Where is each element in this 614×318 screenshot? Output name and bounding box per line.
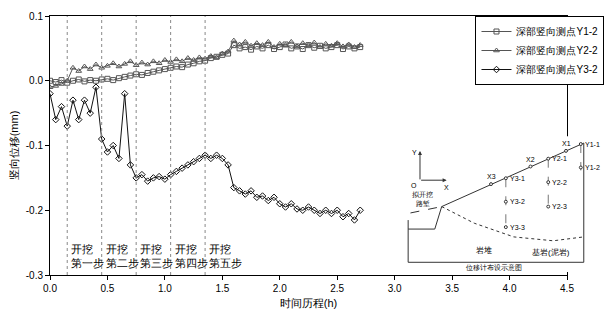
svg-text:1.0: 1.0 xyxy=(158,283,172,294)
svg-text:Y2-2: Y2-2 xyxy=(552,179,567,186)
svg-text:0.0: 0.0 xyxy=(43,283,57,294)
svg-text:Y2-1: Y2-1 xyxy=(552,155,567,162)
svg-text:Y1-2: Y1-2 xyxy=(585,164,600,171)
svg-text:X1: X1 xyxy=(562,140,571,147)
svg-text:开挖第三步: 开挖第三步 xyxy=(140,243,173,269)
svg-text:Y3-1: Y3-1 xyxy=(510,175,525,182)
svg-text:-0.3: -0.3 xyxy=(26,270,44,281)
svg-text:0.0: 0.0 xyxy=(29,75,43,86)
svg-text:位移计布设示意图: 位移计布设示意图 xyxy=(466,264,522,271)
svg-text:岩堆: 岩堆 xyxy=(476,246,492,255)
svg-text:开挖第四步: 开挖第四步 xyxy=(175,243,208,269)
svg-text:Y1-1: Y1-1 xyxy=(585,141,600,148)
svg-text:X3: X3 xyxy=(487,173,496,180)
svg-text:2.0: 2.0 xyxy=(273,283,287,294)
svg-text:0.1: 0.1 xyxy=(29,11,43,22)
svg-text:拟开挖路堑: 拟开挖路堑 xyxy=(412,191,433,207)
svg-text:X2: X2 xyxy=(526,156,535,163)
svg-text:X: X xyxy=(444,184,449,191)
svg-text:基岩(泥岩): 基岩(泥岩) xyxy=(532,248,570,257)
svg-text:O: O xyxy=(411,182,417,189)
svg-text:-0.1: -0.1 xyxy=(26,140,44,151)
svg-text:开挖第一步: 开挖第一步 xyxy=(71,243,104,269)
svg-text:竖向位移(mm): 竖向位移(mm) xyxy=(8,111,20,181)
svg-text:3.0: 3.0 xyxy=(388,283,402,294)
svg-text:1.5: 1.5 xyxy=(215,283,229,294)
svg-text:3.5: 3.5 xyxy=(445,283,459,294)
svg-text:深部竖向测点Y1-2: 深部竖向测点Y1-2 xyxy=(516,26,598,37)
svg-text:4.0: 4.0 xyxy=(503,283,517,294)
svg-text:深部竖向测点Y2-2: 深部竖向测点Y2-2 xyxy=(516,45,598,56)
svg-text:Y: Y xyxy=(412,149,417,156)
svg-text:时间历程(h): 时间历程(h) xyxy=(280,297,337,309)
svg-text:Y3-3: Y3-3 xyxy=(510,224,525,231)
svg-text:Y3-2: Y3-2 xyxy=(510,198,525,205)
svg-text:开挖第二步: 开挖第二步 xyxy=(106,243,139,269)
svg-text:4.5: 4.5 xyxy=(560,283,574,294)
svg-text:Y2-3: Y2-3 xyxy=(552,203,567,210)
svg-text:0.5: 0.5 xyxy=(100,283,114,294)
svg-text:开挖第五步: 开挖第五步 xyxy=(209,243,242,269)
svg-text:2.5: 2.5 xyxy=(330,283,344,294)
svg-text:-0.2: -0.2 xyxy=(26,205,44,216)
svg-text:深部竖向测点Y3-2: 深部竖向测点Y3-2 xyxy=(516,64,598,75)
